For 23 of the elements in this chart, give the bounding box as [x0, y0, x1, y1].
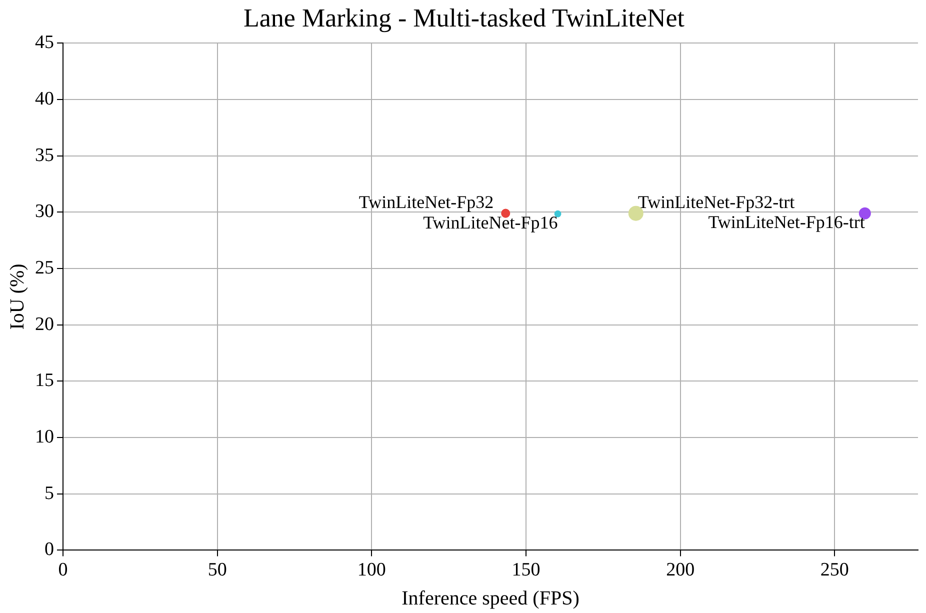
x-tick-label: 150: [512, 560, 540, 581]
y-tick-label: 40: [35, 88, 54, 110]
y-tick-label: 20: [35, 314, 54, 335]
y-tick-label: 0: [44, 539, 54, 560]
series-label: TwinLiteNet-Fp16-trt: [708, 212, 865, 232]
x-tick-label: 50: [208, 560, 227, 581]
y-tick-label: 5: [44, 482, 54, 504]
y-tick-label: 25: [35, 258, 54, 279]
x-tick-label: 0: [58, 560, 68, 581]
y-tick-label: 30: [35, 201, 54, 222]
y-tick-label: 10: [35, 426, 54, 448]
y-tick-label: 45: [35, 32, 54, 54]
chart-title: Lane Marking - Multi-tasked TwinLiteNet: [243, 3, 686, 32]
x-axis-title: Inference speed (FPS): [402, 587, 580, 610]
series-label: TwinLiteNet-Fp32-trt: [638, 192, 795, 212]
y-tick-label: 35: [35, 144, 54, 166]
y-axis-title: IoU (%): [6, 264, 28, 330]
x-tick-label: 250: [820, 560, 849, 581]
y-tick-label: 15: [35, 370, 54, 392]
x-tick-label: 100: [357, 560, 386, 581]
x-tick-label: 200: [666, 560, 695, 581]
series-label: TwinLiteNet-Fp16: [423, 212, 558, 233]
series-label: TwinLiteNet-Fp32: [358, 192, 494, 212]
